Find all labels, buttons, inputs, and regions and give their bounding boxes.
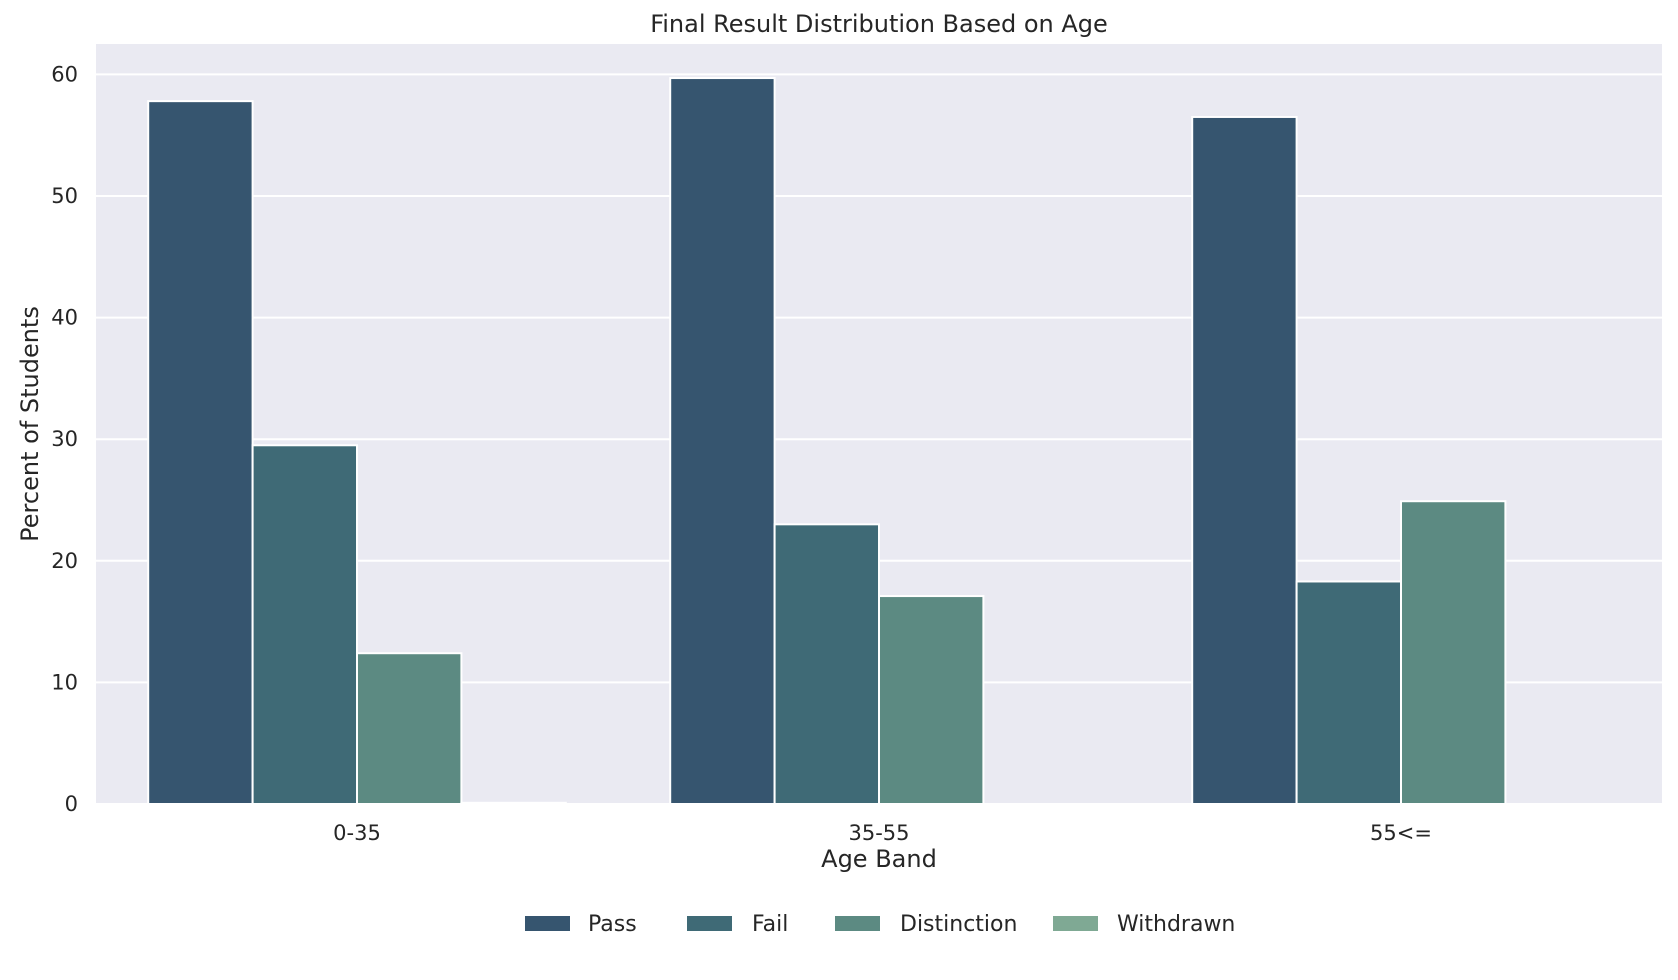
legend-swatch-pass [525,916,570,931]
legend: Pass Fail Distinction Withdrawn [525,912,1235,937]
bar-pass-0 [147,100,254,806]
legend-label-pass: Pass [588,912,637,937]
y-tick-label: 10 [51,670,78,694]
y-tick-label: 60 [51,62,78,86]
legend-label-fail: Fail [752,912,788,937]
y-tick-label: 30 [51,427,78,451]
bar-distinction-2 [1400,500,1507,805]
y-tick-label: 20 [51,549,78,573]
legend-swatch-withdrawn [1053,916,1098,931]
chart-title: Final Result Distribution Based on Age [650,10,1108,38]
bar-pass-2 [1191,115,1298,805]
bars [147,77,1507,806]
x-tick-label: 35-55 [848,821,909,845]
bar-withdrawn-0 [460,801,567,805]
legend-swatch-fail [687,916,732,931]
bar-pass-1 [669,77,776,806]
bar-fail-1 [773,523,880,805]
x-tick-label: 55<= [1370,821,1432,845]
bar-distinction-1 [878,595,985,806]
legend-swatch-distinction [835,916,880,931]
legend-label-withdrawn: Withdrawn [1117,912,1235,937]
bar-fail-2 [1295,580,1402,805]
x-tick-label: 0-35 [333,821,381,845]
x-axis-ticks: 0-35 35-55 55<= [333,821,1432,845]
y-tick-label: 0 [65,792,78,816]
y-axis-ticks: 0 10 20 30 40 50 60 [51,62,78,816]
y-axis-label: Percent of Students [16,306,44,542]
legend-label-distinction: Distinction [900,912,1017,937]
x-axis-label: Age Band [821,845,937,873]
y-tick-label: 40 [51,306,78,330]
bar-distinction-0 [356,652,463,805]
y-tick-label: 50 [51,184,78,208]
bar-fail-0 [251,444,359,805]
